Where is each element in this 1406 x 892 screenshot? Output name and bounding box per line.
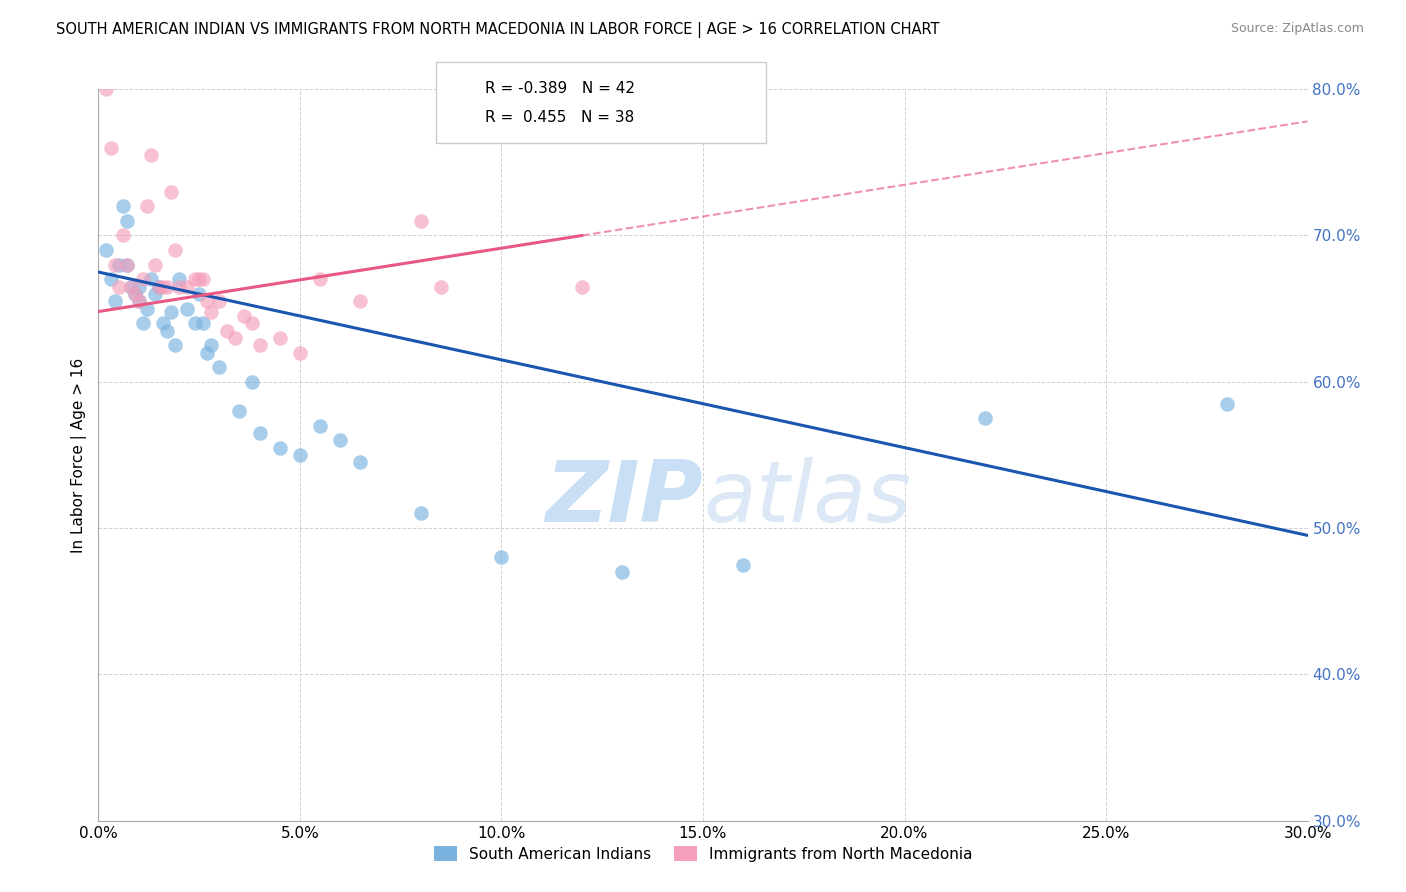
Point bbox=[139, 148, 162, 162]
Point bbox=[491, 550, 513, 565]
Point bbox=[195, 345, 218, 359]
Point bbox=[200, 338, 222, 352]
Text: R =  0.455   N = 38: R = 0.455 N = 38 bbox=[485, 110, 634, 125]
Point bbox=[409, 507, 432, 521]
Point bbox=[240, 375, 263, 389]
Point bbox=[103, 294, 125, 309]
Point bbox=[288, 448, 311, 462]
Point bbox=[128, 294, 150, 309]
Point bbox=[143, 287, 166, 301]
Point bbox=[269, 441, 291, 455]
Point bbox=[160, 185, 183, 199]
Point bbox=[288, 345, 311, 359]
Point bbox=[208, 360, 231, 375]
Point bbox=[132, 272, 155, 286]
Point bbox=[240, 316, 263, 330]
Point bbox=[107, 258, 129, 272]
Point bbox=[309, 272, 332, 286]
Text: SOUTH AMERICAN INDIAN VS IMMIGRANTS FROM NORTH MACEDONIA IN LABOR FORCE | AGE > : SOUTH AMERICAN INDIAN VS IMMIGRANTS FROM… bbox=[56, 22, 939, 38]
Point bbox=[100, 272, 122, 286]
Point bbox=[329, 434, 352, 448]
Point bbox=[128, 294, 150, 309]
Point bbox=[224, 331, 246, 345]
Point bbox=[163, 338, 186, 352]
Point bbox=[167, 272, 190, 286]
Point bbox=[409, 214, 432, 228]
Text: Source: ZipAtlas.com: Source: ZipAtlas.com bbox=[1230, 22, 1364, 36]
Point bbox=[217, 324, 239, 338]
Point bbox=[148, 279, 170, 293]
Point bbox=[571, 279, 593, 293]
Point bbox=[176, 301, 198, 316]
Point bbox=[612, 565, 634, 579]
Point bbox=[200, 304, 222, 318]
Point bbox=[184, 272, 207, 286]
Point bbox=[232, 309, 254, 323]
Point bbox=[167, 279, 190, 293]
Point bbox=[124, 287, 146, 301]
Point bbox=[115, 214, 138, 228]
Text: atlas: atlas bbox=[703, 458, 911, 541]
Text: ZIP: ZIP bbox=[546, 458, 703, 541]
Point bbox=[974, 411, 997, 425]
Point bbox=[160, 304, 183, 318]
Point bbox=[100, 141, 122, 155]
Point bbox=[152, 316, 174, 330]
Point bbox=[163, 243, 186, 257]
Point bbox=[249, 425, 271, 440]
Point bbox=[309, 418, 332, 433]
Point bbox=[120, 279, 142, 293]
Point bbox=[188, 287, 211, 301]
Point bbox=[249, 338, 271, 352]
Point bbox=[152, 279, 174, 293]
Point bbox=[120, 279, 142, 293]
Point bbox=[208, 294, 231, 309]
Point bbox=[115, 258, 138, 272]
Legend: South American Indians, Immigrants from North Macedonia: South American Indians, Immigrants from … bbox=[427, 839, 979, 868]
Point bbox=[132, 316, 155, 330]
Point bbox=[111, 199, 134, 213]
Point bbox=[349, 294, 371, 309]
Point bbox=[96, 243, 118, 257]
Point bbox=[430, 279, 453, 293]
Point bbox=[96, 82, 118, 96]
Point bbox=[193, 316, 215, 330]
Point bbox=[111, 228, 134, 243]
Point bbox=[128, 279, 150, 293]
Point bbox=[143, 258, 166, 272]
Point bbox=[115, 258, 138, 272]
Point bbox=[148, 279, 170, 293]
Point bbox=[269, 331, 291, 345]
Point bbox=[184, 316, 207, 330]
Point bbox=[349, 455, 371, 469]
Point bbox=[193, 272, 215, 286]
Point bbox=[188, 272, 211, 286]
Point bbox=[135, 301, 157, 316]
Point bbox=[107, 279, 129, 293]
Point bbox=[1216, 397, 1239, 411]
Text: R = -0.389   N = 42: R = -0.389 N = 42 bbox=[485, 81, 636, 96]
Point bbox=[156, 279, 179, 293]
Point bbox=[733, 558, 755, 572]
Point bbox=[103, 258, 125, 272]
Point bbox=[156, 324, 179, 338]
Point bbox=[176, 279, 198, 293]
Point bbox=[139, 272, 162, 286]
Point bbox=[195, 294, 218, 309]
Point bbox=[135, 199, 157, 213]
Y-axis label: In Labor Force | Age > 16: In Labor Force | Age > 16 bbox=[72, 358, 87, 552]
Point bbox=[124, 287, 146, 301]
Point bbox=[228, 404, 250, 418]
